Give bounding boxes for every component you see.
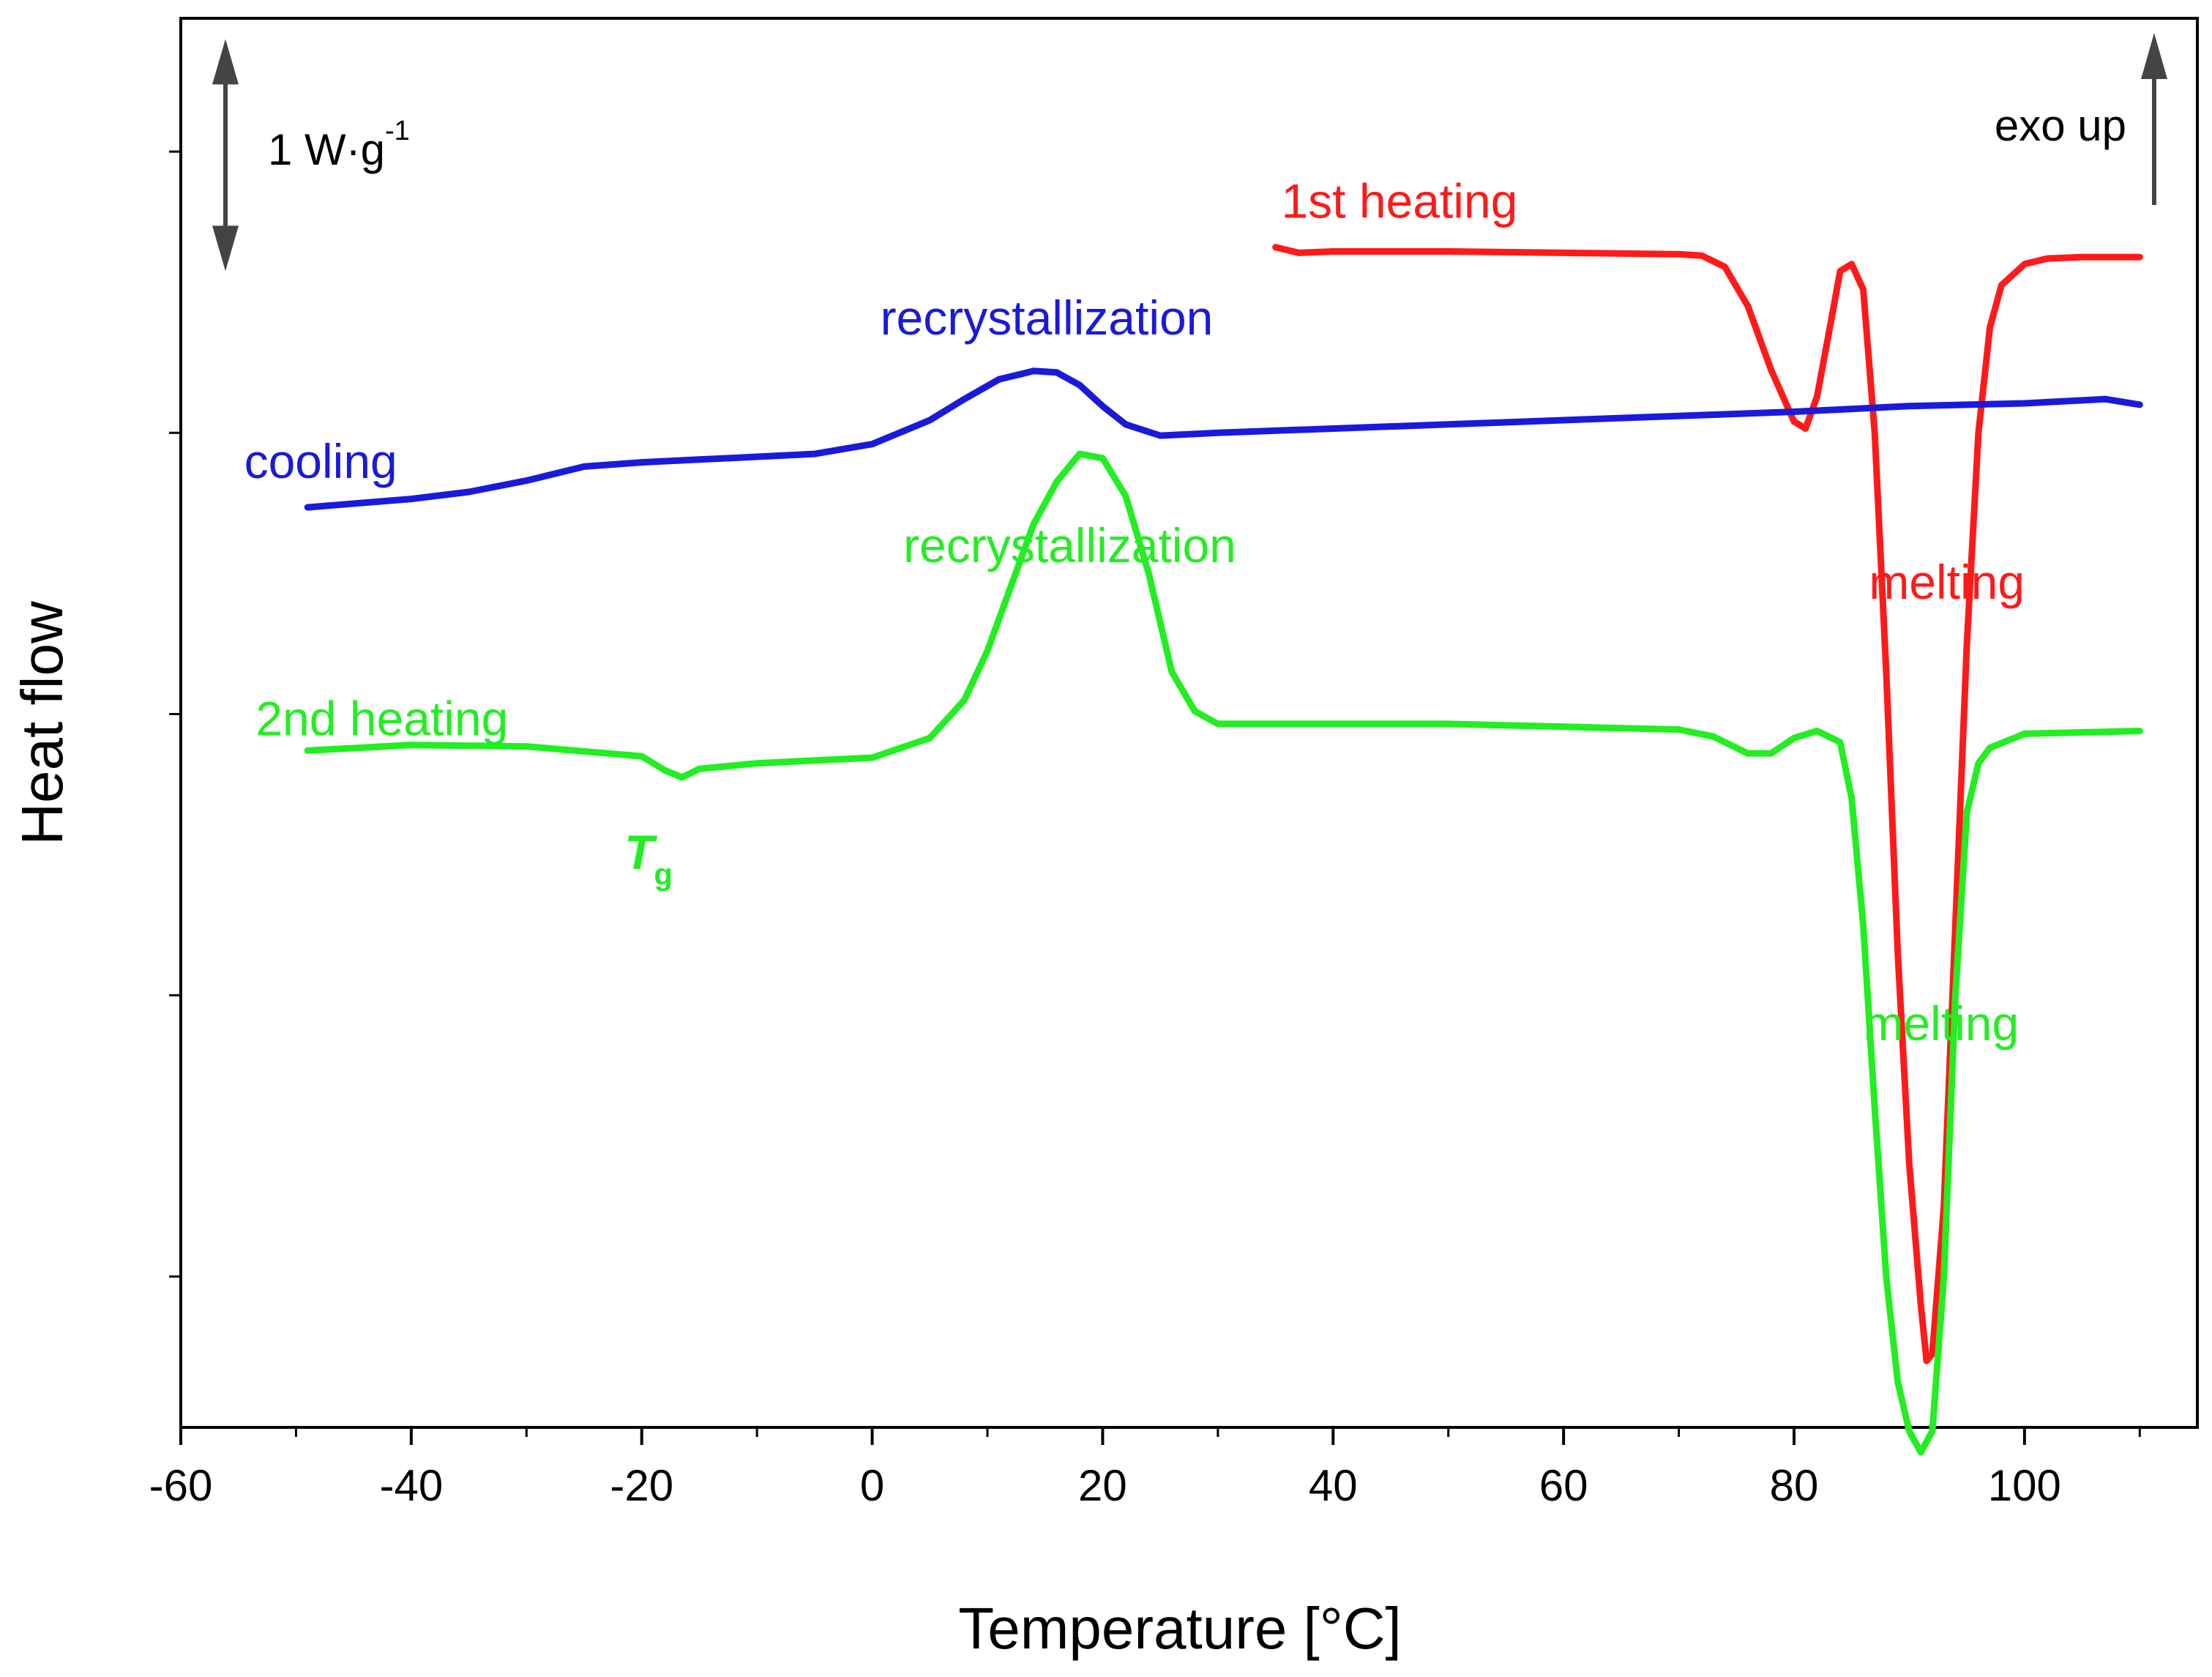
scale-bar: 1 W·g-1	[212, 39, 410, 272]
y-axis-ticks	[169, 150, 181, 1278]
annotation-label: recrystallization	[903, 518, 1236, 572]
scale-bar-label-sup: -1	[385, 116, 410, 146]
x-axis-ticks: -60 -40 -20 0 20 40 60 80 100	[149, 1427, 2141, 1510]
x-tick-label: 100	[1988, 1461, 2061, 1510]
x-tick-label: -40	[379, 1461, 443, 1510]
x-tick-label: -20	[610, 1461, 673, 1510]
annotation-layer: 1st heating melting cooling recrystallizati…	[244, 173, 2025, 1050]
series-line-3	[304, 450, 2143, 1456]
x-tick-label: 0	[860, 1461, 884, 1510]
x-axis-title: Temperature [°C]	[958, 1596, 1402, 1661]
tg-label: Tg	[624, 825, 673, 892]
x-tick-label: 80	[1770, 1461, 1819, 1510]
scale-bar-label: 1 W·g-1	[268, 116, 410, 174]
scale-bar-label-main: 1 W·g	[268, 125, 385, 174]
y-axis-title: Heat flow	[10, 601, 75, 845]
x-tick-label: 60	[1539, 1461, 1588, 1510]
exo-up-indicator: exo up	[1995, 33, 2167, 205]
annotation-label: melting	[1863, 996, 2019, 1050]
annotation-label: cooling	[244, 434, 397, 488]
series-layer	[304, 244, 2143, 1456]
x-tick-label: -60	[149, 1461, 213, 1510]
annotation-label: recrystallization	[881, 291, 1214, 345]
exo-up-arrow-icon	[2141, 33, 2167, 79]
x-tick-label: 20	[1078, 1461, 1127, 1510]
annotation-label: 1st heating	[1281, 173, 1517, 228]
series-line-1	[1272, 244, 2143, 1364]
exo-up-label: exo up	[1995, 101, 2126, 150]
series-line-2	[304, 367, 2143, 511]
annotation-label: 2nd heating	[255, 691, 508, 745]
x-tick-label: 40	[1309, 1461, 1358, 1510]
annotation-label: melting	[1869, 555, 2025, 609]
plot-frame	[179, 17, 2199, 1429]
